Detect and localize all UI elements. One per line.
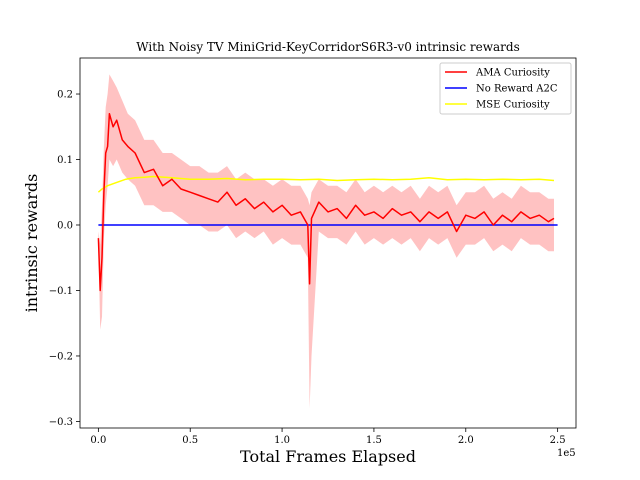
x-tick-label: 0.5 — [182, 435, 198, 446]
x-tick-label: 0.0 — [90, 435, 106, 446]
x-tick-label: 1.5 — [366, 435, 382, 446]
y-axis-label: intrinsic rewards — [22, 174, 41, 313]
legend-label-no-reward-a2c: No Reward A2C — [476, 84, 558, 95]
legend: AMA Curiosity No Reward A2C MSE Curiosity — [439, 62, 572, 115]
confidence-band-layer — [98, 74, 555, 409]
y-tick-label: 0.2 — [57, 90, 73, 101]
legend-label-mse-curiosity: MSE Curiosity — [476, 100, 550, 111]
y-tick-label: 0.0 — [57, 220, 73, 231]
x-axis-scale-label: 1e5 — [557, 448, 576, 459]
series-layer — [97, 112, 558, 292]
x-axis-label: Total Frames Elapsed — [240, 447, 416, 466]
ama-curiosity-line — [97, 112, 555, 292]
legend-frame — [439, 62, 572, 115]
axes-frame — [79, 57, 577, 429]
ama-curiosity-confidence-band — [98, 74, 555, 409]
y-tick-label: −0.2 — [49, 351, 73, 362]
y-tick-label: −0.3 — [49, 417, 73, 428]
x-tick-label: 2.0 — [458, 435, 474, 446]
x-axis-ticks: 0.0 0.5 1.0 1.5 2.0 2.5 — [90, 428, 566, 446]
y-tick-label: −0.1 — [49, 286, 73, 297]
y-tick-label: 0.1 — [57, 155, 73, 166]
chart-title: With Noisy TV MiniGrid-KeyCorridorS6R3-v… — [136, 40, 519, 54]
y-axis-ticks: −0.3 −0.2 −0.1 0.0 0.1 0.2 — [49, 90, 80, 428]
x-tick-label: 1.0 — [274, 435, 290, 446]
x-tick-label: 2.5 — [550, 435, 566, 446]
legend-label-ama-curiosity: AMA Curiosity — [475, 68, 550, 79]
mse-curiosity-line — [97, 175, 555, 193]
plot-area — [97, 74, 558, 409]
